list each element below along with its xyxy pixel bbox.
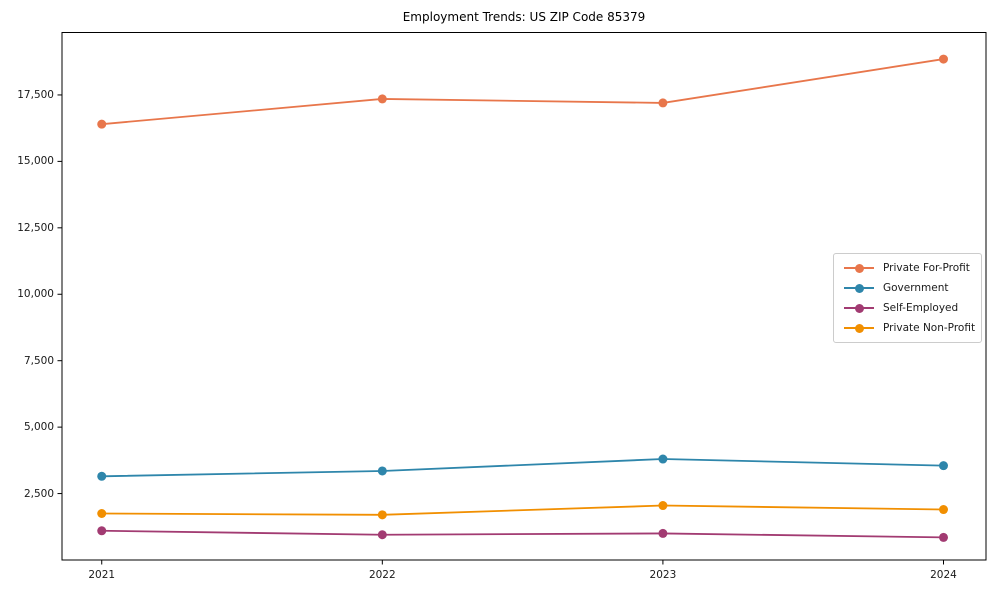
- axes-border: [61, 32, 987, 561]
- line-series-private-non-profit: [100, 504, 945, 516]
- legend-label: Private For-Profit: [883, 262, 970, 274]
- legend-line-marker-icon: [844, 283, 874, 293]
- data-point-private-for-profit-2021: [97, 119, 107, 129]
- data-point-private-non-profit-2022: [377, 510, 387, 520]
- y-tick-label: 15,000: [17, 155, 54, 168]
- data-point-private-non-profit-2023: [658, 501, 668, 511]
- chart-title: Employment Trends: US ZIP Code 85379: [402, 10, 646, 24]
- legend-label: Government: [883, 282, 949, 294]
- y-tick-label: 5,000: [23, 421, 54, 434]
- legend-item: Self-Employed: [842, 298, 973, 318]
- x-tick-label: 2023: [649, 569, 677, 581]
- data-point-private-non-profit-2024: [938, 505, 948, 515]
- legend: Private For-Profit Government Self-Employe…: [833, 253, 982, 343]
- data-point-private-for-profit-2022: [377, 94, 387, 104]
- data-point-government-2024: [938, 461, 948, 471]
- y-tick-label: 12,500: [17, 221, 54, 234]
- data-point-self-employed-2023: [658, 528, 668, 538]
- y-tick-label: 2,500: [23, 487, 54, 500]
- legend-item: Government: [842, 278, 973, 298]
- x-tick-label: 2022: [368, 569, 396, 581]
- legend-label: Private Non-Profit: [883, 322, 976, 334]
- line-series-government: [100, 458, 945, 478]
- y-tick-label: 7,500: [23, 354, 54, 367]
- legend-line-marker-icon: [844, 323, 874, 333]
- legend-line-marker-icon: [844, 263, 874, 273]
- data-point-private-for-profit-2024: [938, 54, 948, 64]
- data-point-private-non-profit-2021: [97, 508, 107, 518]
- legend-item: Private Non-Profit: [842, 318, 976, 338]
- y-tick-label: 17,500: [17, 88, 54, 101]
- line-series-private-for-profit: [100, 58, 945, 126]
- data-point-private-for-profit-2023: [658, 98, 668, 108]
- legend-item: Private For-Profit: [842, 258, 973, 278]
- data-point-self-employed-2024: [938, 532, 948, 542]
- data-point-government-2022: [377, 466, 387, 476]
- data-point-government-2021: [97, 471, 107, 481]
- x-tick-label: 2024: [930, 569, 957, 581]
- data-point-government-2023: [658, 454, 668, 464]
- data-point-self-employed-2021: [97, 526, 107, 536]
- legend-label: Self-Employed: [883, 302, 959, 314]
- data-point-self-employed-2022: [377, 530, 387, 540]
- x-tick-label: 2021: [88, 569, 116, 581]
- line-series-self-employed: [100, 529, 945, 539]
- y-tick-label: 10,000: [17, 288, 54, 301]
- legend-line-marker-icon: [844, 303, 874, 313]
